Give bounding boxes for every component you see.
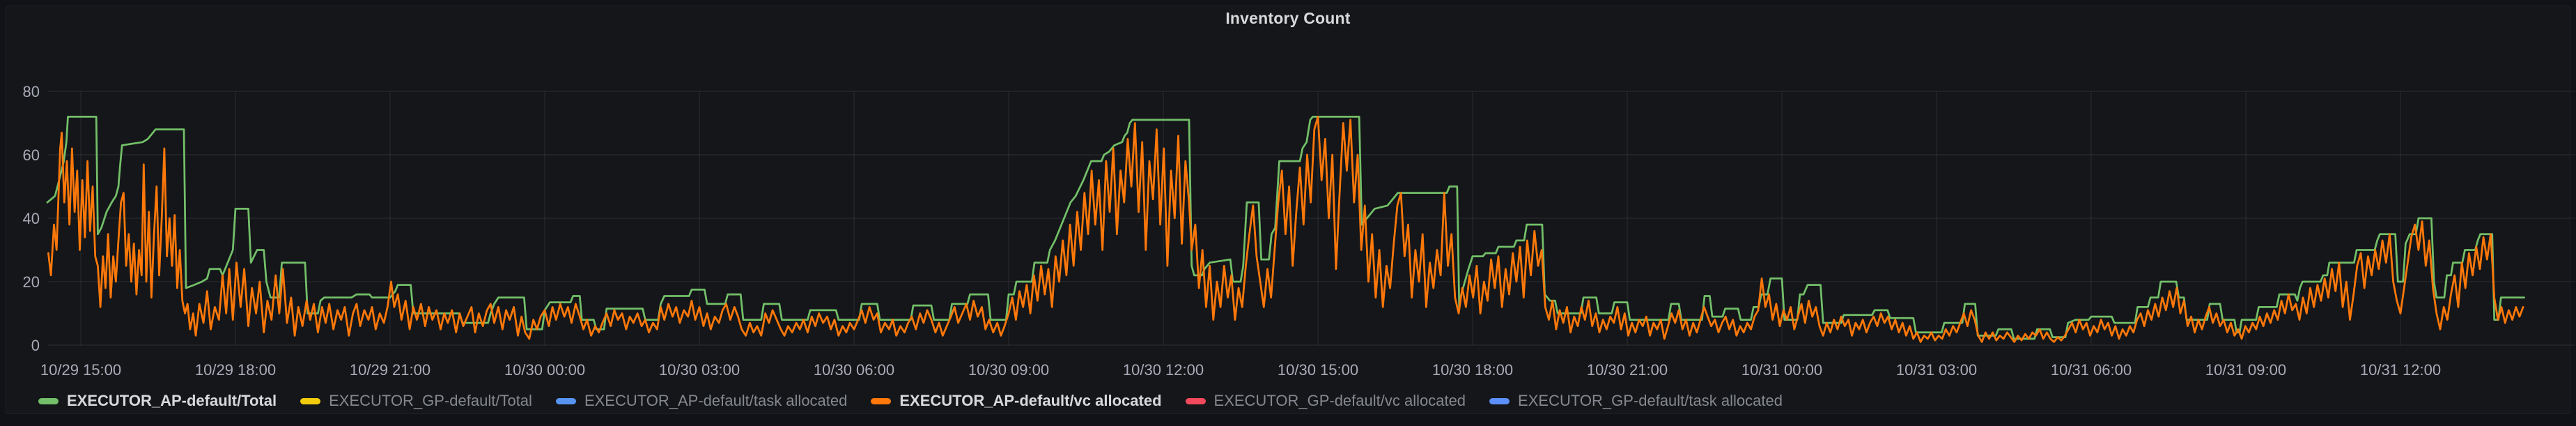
x-tick-label: 10/29 18:00	[195, 361, 276, 379]
x-tick-label: 10/31 09:00	[2205, 361, 2286, 379]
x-tick-label: 10/31 12:00	[2360, 361, 2441, 379]
legend-item-5[interactable]: EXECUTOR_GP-default/task allocated	[1489, 392, 1783, 410]
legend-label: EXECUTOR_AP-default/vc allocated	[899, 392, 1161, 410]
legend-swatch-icon	[38, 398, 59, 404]
y-tick-label: 0	[31, 337, 40, 354]
legend-swatch-icon	[1489, 398, 1510, 404]
legend-label: EXECUTOR_GP-default/task allocated	[1518, 392, 1783, 410]
y-tick-label: 80	[23, 83, 40, 100]
legend-swatch-icon	[556, 398, 576, 404]
legend-item-3[interactable]: EXECUTOR_AP-default/vc allocated	[871, 392, 1161, 410]
legend-swatch-icon	[300, 398, 320, 404]
x-tick-label: 10/30 21:00	[1587, 361, 1668, 379]
axis-labels: 0 20 40 60 80 10/29 15:00 10/29 18:00 10/29 21:…	[23, 83, 2442, 379]
series-lines	[47, 116, 2524, 342]
legend-label: EXECUTOR_AP-default/Total	[67, 392, 277, 410]
legend-item-0[interactable]: EXECUTOR_AP-default/Total	[38, 392, 277, 410]
x-tick-label: 10/29 21:00	[350, 361, 430, 379]
x-tick-label: 10/30 12:00	[1123, 361, 1204, 379]
grid-lines	[48, 91, 2575, 345]
x-tick-label: 10/29 15:00	[40, 361, 121, 379]
x-tick-label: 10/31 00:00	[1741, 361, 1822, 379]
x-tick-label: 10/31 03:00	[1896, 361, 1977, 379]
x-tick-label: 10/30 03:00	[659, 361, 740, 379]
y-tick-label: 40	[23, 210, 40, 227]
legend-swatch-icon	[1186, 398, 1206, 404]
x-tick-label: 10/30 09:00	[968, 361, 1049, 379]
x-tick-label: 10/30 15:00	[1278, 361, 1358, 379]
legend-item-2[interactable]: EXECUTOR_AP-default/task allocated	[556, 392, 847, 410]
legend-item-1[interactable]: EXECUTOR_GP-default/Total	[300, 392, 532, 410]
legend-swatch-icon	[871, 398, 891, 404]
legend-label: EXECUTOR_GP-default/vc allocated	[1214, 392, 1466, 410]
y-tick-label: 60	[23, 146, 40, 164]
legend-label: EXECUTOR_GP-default/Total	[329, 392, 532, 410]
chart-plot[interactable]: 0 20 40 60 80 10/29 15:00 10/29 18:00 10/29 21:…	[6, 6, 2576, 426]
y-tick-label: 20	[23, 273, 40, 291]
legend-label: EXECUTOR_AP-default/task allocated	[584, 392, 847, 410]
x-tick-label: 10/30 00:00	[504, 361, 585, 379]
series-line-3	[48, 116, 2523, 342]
legend-item-4[interactable]: EXECUTOR_GP-default/vc allocated	[1186, 392, 1466, 410]
x-tick-label: 10/30 18:00	[1432, 361, 1513, 379]
x-tick-label: 10/30 06:00	[814, 361, 894, 379]
legend: EXECUTOR_AP-default/Total EXECUTOR_GP-def…	[38, 389, 1783, 413]
x-tick-label: 10/31 06:00	[2051, 361, 2132, 379]
